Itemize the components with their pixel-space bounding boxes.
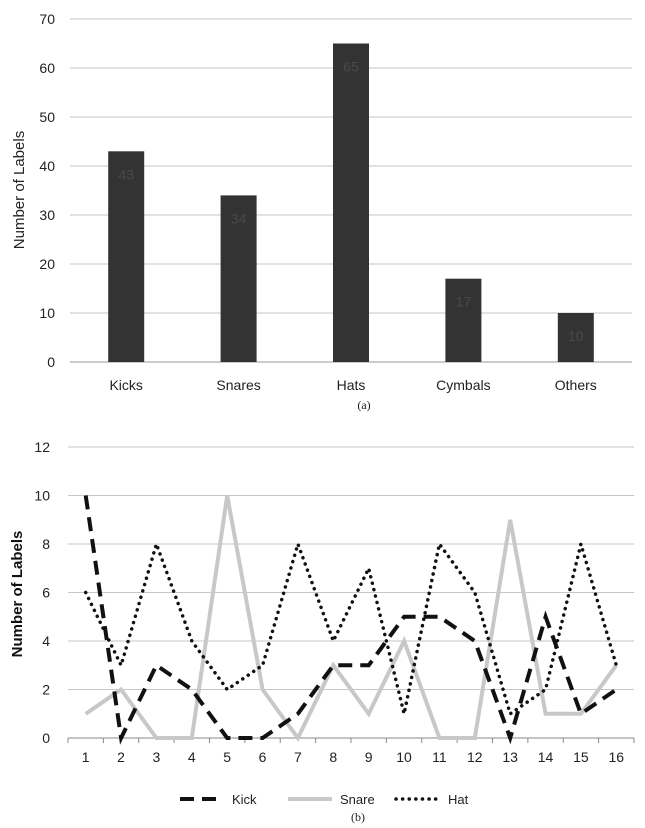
y-tick-label: 40 <box>39 158 55 174</box>
series-line-kick <box>83 495 618 745</box>
y-tick-label: 2 <box>42 682 50 698</box>
x-tick-label: 9 <box>365 749 373 765</box>
line-chart-caption: (b) <box>351 810 365 824</box>
x-tick-label: 16 <box>609 749 625 765</box>
bar-others <box>557 313 594 362</box>
x-tick-label: 2 <box>117 749 125 765</box>
x-tick-label: 6 <box>259 749 267 765</box>
line-chart-x-ticks: 1 2 3 4 5 6 7 8 9 10 11 12 13 14 15 16 <box>67 738 635 765</box>
x-tick-label: Kicks <box>109 377 142 393</box>
bar-hats <box>333 43 369 362</box>
x-tick-label: 8 <box>329 749 337 765</box>
y-tick-label: 30 <box>39 207 55 223</box>
data-label: 34 <box>231 210 247 226</box>
x-tick-label: 10 <box>396 749 412 765</box>
x-tick-label: 5 <box>223 749 231 765</box>
x-tick-label: 3 <box>153 749 161 765</box>
line-chart-legend: Kick Snare Hat <box>180 792 469 807</box>
x-tick-label: Snares <box>216 377 260 393</box>
bar-kicks <box>108 151 145 362</box>
x-tick-label: 12 <box>467 749 483 765</box>
bar-cymbals <box>445 278 482 362</box>
data-label: 43 <box>118 166 134 182</box>
y-tick-label: 10 <box>34 488 50 504</box>
x-tick-label: 7 <box>294 749 302 765</box>
x-tick-label: 14 <box>538 749 554 765</box>
line-chart-y-ticks: 0 2 4 6 8 10 12 <box>34 439 50 746</box>
legend-label-hat: Hat <box>448 792 469 807</box>
bar-chart-y-ticks: 0 10 20 30 40 50 60 70 <box>39 11 55 370</box>
data-label: 65 <box>343 59 359 75</box>
bar-chart-data-labels: 43 34 65 17 10 <box>118 59 583 345</box>
x-tick-label: 15 <box>573 749 589 765</box>
line-chart-y-axis-title: Number of Labels <box>9 531 26 658</box>
data-label: 10 <box>568 328 584 344</box>
data-label: 17 <box>456 294 472 310</box>
bar-chart-x-ticks: Kicks Snares Hats Cymbals Others <box>109 377 596 393</box>
y-tick-label: 50 <box>39 109 55 125</box>
x-tick-label: Others <box>555 377 597 393</box>
y-tick-label: 0 <box>47 354 55 370</box>
y-tick-label: 12 <box>34 439 50 455</box>
bar-chart-caption: (a) <box>357 398 370 412</box>
series-line-snare <box>84 495 618 742</box>
bar-chart-y-axis-title: Number of Labels <box>11 131 28 249</box>
x-tick-label: 1 <box>82 749 90 765</box>
y-tick-label: 70 <box>39 11 55 27</box>
y-tick-label: 6 <box>42 585 50 601</box>
y-tick-label: 8 <box>42 536 50 552</box>
x-tick-label: 11 <box>432 749 447 765</box>
x-tick-label: Cymbals <box>436 377 490 393</box>
y-tick-label: 20 <box>39 256 55 272</box>
line-chart-series <box>83 495 619 745</box>
y-tick-label: 10 <box>39 305 55 321</box>
legend-label-snare: Snare <box>340 792 375 807</box>
y-tick-label: 60 <box>39 60 55 76</box>
x-tick-label: 13 <box>502 749 518 765</box>
y-tick-label: 0 <box>42 730 50 746</box>
series-line-hat <box>83 537 619 717</box>
bar-chart: 0 10 20 30 40 50 60 70 43 34 65 17 10 Kicks Snares Ha… <box>11 11 632 412</box>
x-tick-label: Hats <box>337 377 366 393</box>
legend-label-kick: Kick <box>232 792 257 807</box>
line-chart-gridlines <box>68 446 634 739</box>
x-tick-label: 4 <box>188 749 196 765</box>
bar-snares <box>220 195 257 362</box>
bar-chart-bars <box>108 43 594 362</box>
y-tick-label: 4 <box>42 633 50 649</box>
